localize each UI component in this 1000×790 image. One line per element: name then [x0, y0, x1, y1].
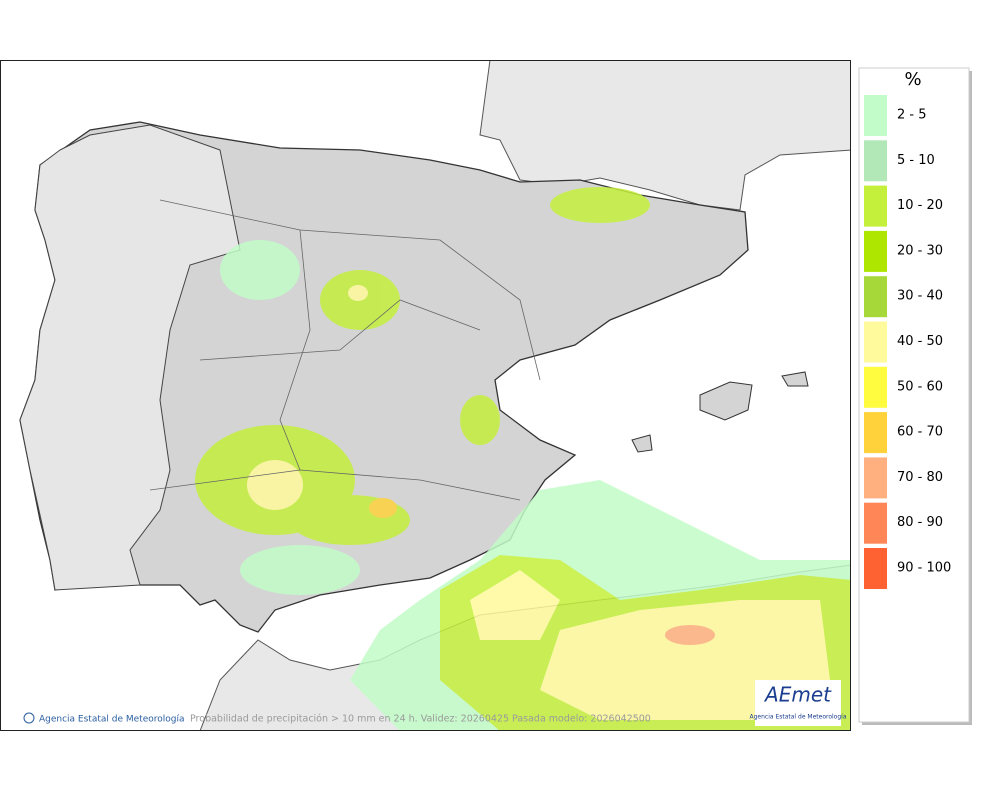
legend-label: 2 - 5 [897, 108, 927, 123]
logo: AEmet [763, 683, 832, 707]
map [1, 61, 850, 730]
legend-swatch [864, 321, 887, 363]
legend-label: 10 - 20 [897, 198, 943, 213]
ibiza [631, 434, 653, 453]
legend-swatch [864, 230, 887, 272]
region-borders [149, 199, 541, 501]
france [479, 61, 850, 211]
legend-swatch [864, 412, 887, 454]
precipitation-field [195, 187, 850, 730]
legend-swatch [864, 366, 887, 408]
legend-title: % [904, 69, 921, 90]
mallorca [699, 381, 753, 421]
copyright-icon [23, 712, 35, 724]
logo-box [755, 680, 841, 726]
legend-label: 90 - 100 [897, 561, 951, 576]
legend-label: 20 - 30 [897, 243, 943, 258]
legend-label: 30 - 40 [897, 289, 943, 304]
caption: Probabilidad de precipitación > 10 mm en… [190, 714, 651, 725]
legend-swatch [864, 95, 887, 136]
legend-swatch [864, 276, 887, 318]
legend-label: 80 - 90 [897, 515, 943, 530]
legend-swatch [864, 548, 887, 589]
legend-swatch [864, 185, 887, 227]
legend-label: 40 - 50 [897, 334, 943, 349]
legend-label: 50 - 60 [897, 379, 943, 394]
credit: Agencia Estatal de Meteorología [39, 715, 185, 725]
legend-label: 5 - 10 [897, 153, 935, 168]
legend-swatch [864, 140, 887, 182]
portugal [19, 124, 241, 591]
map-frame [0, 60, 851, 731]
menorca [781, 371, 809, 387]
legend-label: 70 - 80 [897, 470, 943, 485]
logo-subtitle: Agencia Estatal de Meteorología [750, 714, 847, 721]
legend-swatch [864, 502, 887, 544]
legend-swatch [864, 457, 887, 499]
legend-label: 60 - 70 [897, 425, 943, 440]
